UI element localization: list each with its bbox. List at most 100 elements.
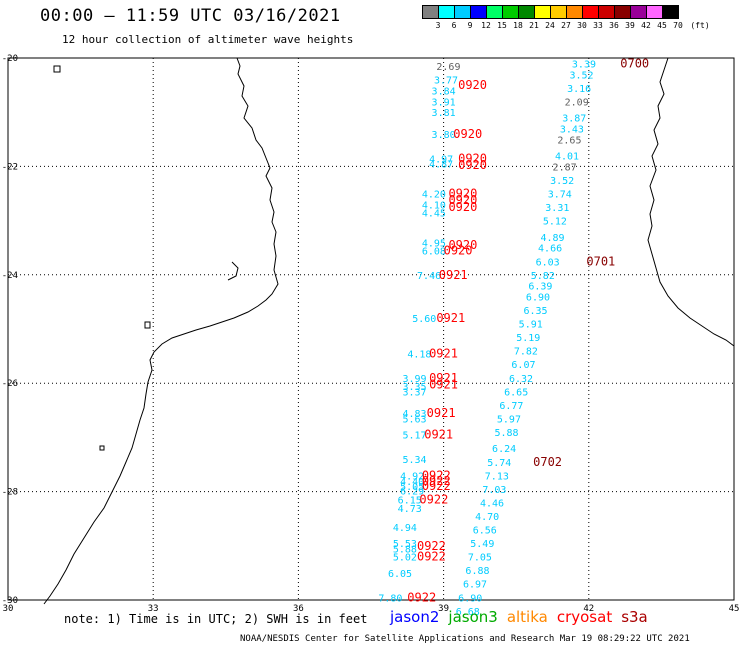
swh-observation: 6.03: [536, 257, 560, 268]
swh-observation: 6.29: [400, 487, 424, 498]
legend-label: 3: [435, 21, 441, 30]
legend-label: 42: [641, 21, 651, 30]
legend-label: 70: [673, 21, 683, 30]
pass-time-label: 0920: [448, 200, 477, 214]
swh-observation: 5.88: [494, 428, 518, 439]
swh-observation: 4.10: [422, 200, 446, 211]
swh-observation: 3.37: [403, 387, 427, 398]
legend-label: 9: [467, 21, 473, 30]
swh-observation: 4.73: [398, 504, 422, 515]
swh-observation: 3.52: [569, 70, 593, 81]
swh-observation: 6.90: [458, 593, 482, 604]
swh-observation: 5.88: [393, 545, 417, 556]
swh-observation: 3.80: [432, 130, 456, 141]
pass-time-label: 0920: [458, 158, 487, 172]
satellite-name: cryosat: [556, 608, 613, 626]
swh-observation: 3.52: [550, 176, 574, 187]
legend-unit: (ft): [690, 21, 710, 30]
pass-time-label: 0922: [417, 539, 446, 553]
swh-observation: 5.49: [470, 539, 494, 550]
swh-observation: 7.46: [417, 271, 441, 282]
swh-observation: 3.43: [560, 124, 584, 135]
pass-time-label: 0920: [448, 238, 477, 252]
swh-observation: 5.53: [393, 539, 417, 550]
pass-time-label: 0921: [436, 311, 465, 325]
swh-observation: 6.68: [456, 607, 480, 618]
island-2: [99, 445, 105, 451]
swh-observation: 3.91: [432, 97, 456, 108]
swh-observation: 7.13: [485, 471, 509, 482]
swh-observation: 3.74: [548, 190, 572, 201]
pass-time-label: 0920: [453, 127, 482, 141]
pass-time-label: 0920: [458, 151, 487, 165]
pass-time-label: 0921: [429, 371, 458, 385]
swh-observation: 6.77: [499, 401, 523, 412]
satellite-name: altika: [506, 608, 548, 626]
swh-observation: 5.91: [519, 320, 543, 331]
swh-observation: 4.87: [429, 160, 453, 171]
swh-observation: 5.74: [487, 458, 511, 469]
satellite-legend: jason2 jason3 altika cryosat s3a: [390, 608, 657, 626]
swh-observation: 3.81: [432, 108, 456, 119]
swh-observation: 2.09: [565, 97, 589, 108]
madagascar-coastline: [647, 57, 735, 347]
pass-time-label: 0920: [458, 78, 487, 92]
inhambane-detail: [227, 261, 239, 281]
swh-observation: 6.56: [473, 526, 497, 537]
swh-observation: 5.82: [531, 271, 555, 282]
pass-time-label: 0922: [417, 550, 446, 564]
swh-observation: 5.02: [393, 553, 417, 564]
swh-observation: 5.60: [412, 314, 436, 325]
legend-label: 27: [561, 21, 571, 30]
swh-observation: 4.92: [400, 471, 424, 482]
pass-time-label: 0702: [533, 455, 562, 469]
swh-observation: 4.66: [538, 244, 562, 255]
pass-time-label: 0921: [429, 346, 458, 360]
legend-label: 12: [481, 21, 491, 30]
swh-observation: 4.95: [422, 238, 446, 249]
swh-observation: 5.97: [497, 414, 521, 425]
observations-layer: 2.69 3.773.843.913.81 3.80 4.974.87 4.204.10…: [378, 59, 596, 617]
coastline: [43, 57, 735, 605]
pass-time-label: 0920: [444, 243, 473, 257]
legend-label: 33: [593, 21, 603, 30]
swh-observation: 3.31: [545, 203, 569, 214]
swh-observation: 6.39: [528, 282, 552, 293]
legend-label: 21: [529, 21, 539, 30]
map-grid: 30 33 36 39 42 45 -20 -22 -24 -26 -28 -30: [2, 54, 740, 614]
pass-time-label: 0922: [422, 474, 451, 488]
swh-observation: 7.82: [514, 347, 538, 358]
swh-observation: 7.80: [378, 593, 402, 604]
legend-labels: 3 6 9 12 15 18 21 24 27 30 33 36 39 42 45 70 (ft): [422, 19, 710, 31]
swh-observation: 2.69: [436, 62, 460, 73]
legend-swatch: [662, 5, 679, 19]
map-subtitle: 12 hour collection of altimeter wave hei…: [62, 33, 354, 46]
pass-time-label: 0922: [419, 493, 448, 507]
swh-observation: 3.35: [403, 382, 427, 393]
legend-label: 6: [451, 21, 457, 30]
legend-label: 24: [545, 21, 555, 30]
swh-observation: 4.45: [422, 208, 446, 219]
swh-observation: 2.65: [557, 135, 581, 146]
swh-observation: 6.07: [511, 360, 535, 371]
swh-observation: 4.20: [422, 190, 446, 201]
lon-tick-label: 33: [148, 604, 159, 614]
swh-observation: 4.40: [400, 477, 424, 488]
swh-observation: 2.87: [553, 162, 577, 173]
swh-observation: 4.70: [475, 512, 499, 523]
pass-time-label: 0921: [439, 268, 468, 282]
pass-time-label: 0922: [422, 468, 451, 482]
pass-time-label: 0701: [586, 254, 615, 268]
lon-tick-label: 39: [438, 604, 449, 614]
swh-observation: 6.97: [463, 580, 487, 591]
swh-observation: 4.89: [540, 233, 564, 244]
pass-time-label: 0921: [429, 377, 458, 391]
lat-tick-label: -20: [2, 54, 18, 64]
note-text: note: 1) Time is in UTC; 2) SWH is in fe…: [64, 612, 368, 626]
swh-observation: 5.63: [403, 414, 427, 425]
swh-observation: 5.19: [516, 333, 540, 344]
pass-time-label: 0922: [407, 590, 436, 604]
footer-credit: NOAA/NESDIS Center for Satellite Applica…: [240, 634, 690, 644]
satellite-name: jason3: [448, 608, 498, 626]
satellite-name: s3a: [621, 608, 648, 626]
